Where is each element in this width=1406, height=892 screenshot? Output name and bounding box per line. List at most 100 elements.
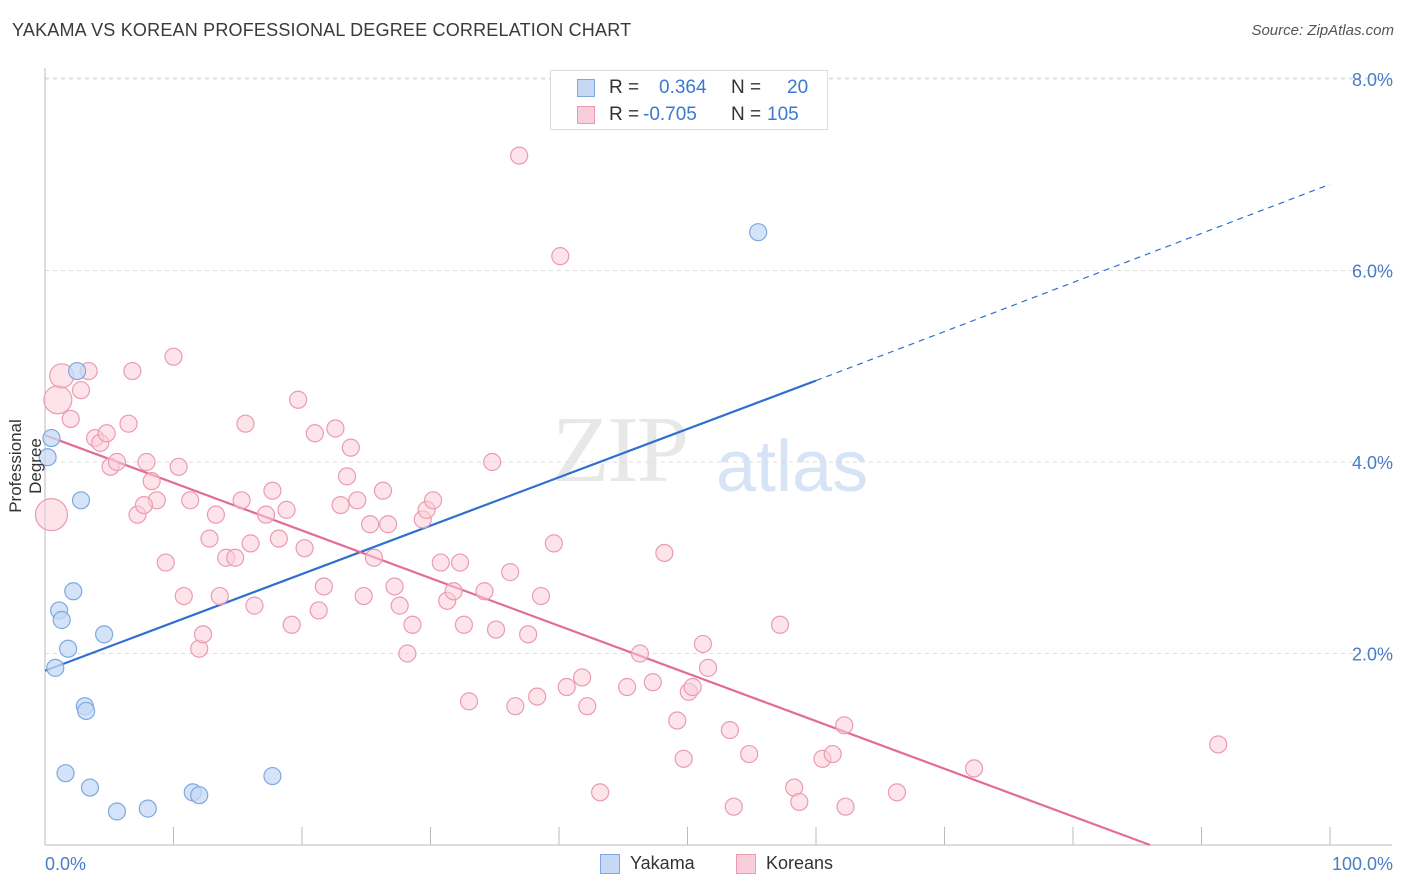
korean-point — [295, 539, 314, 558]
y-tick-label: 2.0% — [1352, 645, 1393, 665]
korean-point — [655, 543, 674, 563]
korean-point — [378, 515, 398, 534]
axes — [44, 68, 1392, 846]
n-label: N = — [731, 77, 762, 98]
r-label: R = — [609, 77, 640, 98]
r-value: 0.364 — [659, 77, 707, 98]
korean-point — [34, 498, 69, 532]
korean-point — [403, 615, 422, 634]
stats-legend: R = 0.364 N = 20 R = -0.705 N = 105 — [550, 70, 828, 130]
koreans-swatch — [577, 106, 595, 124]
korean-point — [263, 481, 282, 500]
yakama-point — [46, 658, 65, 677]
korean-point — [232, 491, 251, 510]
korean-point — [107, 452, 127, 472]
korean-point — [506, 697, 525, 716]
r-label: R = — [609, 104, 640, 125]
yakama-point — [42, 428, 61, 448]
yakama-point — [77, 701, 96, 721]
korean-point — [790, 792, 809, 812]
yakama-point — [107, 802, 127, 821]
korean-point — [486, 620, 506, 639]
korean-point — [200, 529, 219, 548]
korean-point — [519, 625, 538, 644]
korean-point — [226, 548, 245, 567]
korean-point — [578, 697, 597, 716]
r-value: -0.705 — [643, 104, 697, 125]
korean-point — [1209, 735, 1228, 754]
korean-point — [823, 744, 842, 764]
korean-point — [361, 515, 380, 534]
data-points — [34, 146, 1228, 821]
yakama-trend-extension — [815, 183, 1331, 382]
korean-point — [245, 596, 264, 615]
korean-point — [454, 615, 474, 634]
y-tick-label: 6.0% — [1352, 262, 1393, 282]
yakama-legend-swatch — [600, 854, 620, 874]
korean-point — [501, 563, 520, 582]
korean-point — [450, 553, 470, 572]
yakama-point — [38, 448, 57, 467]
korean-point — [373, 481, 393, 500]
y-tick-label: 4.0% — [1352, 453, 1393, 473]
korean-point — [551, 247, 570, 266]
korean-point — [544, 534, 563, 553]
source-label: Source: ZipAtlas.com — [1251, 22, 1394, 39]
korean-point — [305, 424, 324, 443]
yakama-point — [68, 361, 87, 381]
korean-point — [348, 491, 367, 510]
korean-point — [309, 601, 328, 620]
korean-trend-line — [44, 434, 1151, 847]
korean-point — [459, 692, 479, 711]
yakama-trend-line — [44, 379, 817, 672]
y-tick-label: 8.0% — [1352, 70, 1393, 90]
chart-title: YAKAMA VS KOREAN PROFESSIONAL DEGREE COR… — [12, 20, 632, 40]
korean-point — [390, 596, 409, 615]
yakama-point — [64, 582, 83, 601]
korean-point — [964, 759, 984, 778]
yakama-point — [263, 766, 282, 786]
yakama-point — [80, 778, 100, 797]
yakama-point — [71, 491, 91, 510]
series-legend: Yakama Koreans — [0, 852, 1406, 876]
korean-point — [289, 390, 308, 409]
korean-point — [256, 505, 276, 524]
korean-point — [531, 586, 551, 606]
korean-point — [97, 424, 116, 443]
y-axis-label: Professional Degree — [6, 419, 45, 513]
stats-row-koreans: R = -0.705 N = 105 — [551, 102, 827, 128]
tick-labels: 2.0% 4.0% 6.0% 8.0% 0.0% 100.0% — [45, 70, 1393, 874]
korean-point — [169, 457, 188, 476]
korean-point — [119, 414, 138, 433]
korean-point — [164, 347, 183, 366]
n-value: 20 — [787, 77, 809, 98]
korean-point — [314, 577, 333, 596]
korean-point — [137, 452, 156, 472]
korean-point — [43, 385, 73, 415]
korean-point — [385, 577, 404, 596]
korean-point — [142, 472, 161, 491]
korean-point — [193, 625, 213, 644]
x-tick-label: 0.0% — [45, 854, 86, 874]
yakama-point — [749, 223, 768, 242]
korean-point — [326, 419, 345, 438]
korean-point — [174, 586, 193, 606]
korean-point — [337, 467, 357, 486]
korean-point — [557, 677, 576, 697]
korean-point — [528, 687, 547, 706]
stats-row-yakama: R = 0.364 N = 20 — [551, 75, 827, 101]
korean-point — [181, 491, 200, 510]
korean-point — [683, 677, 702, 697]
korean-point — [236, 414, 255, 433]
korean-point — [241, 534, 260, 553]
yakama-swatch — [577, 79, 595, 97]
korean-point — [836, 797, 855, 816]
korean-point — [740, 744, 759, 764]
korean-point — [398, 644, 417, 663]
trend-lines — [44, 183, 1331, 847]
korean-point — [123, 361, 142, 381]
watermark-zip: ZIP — [552, 398, 689, 502]
korean-point — [423, 491, 443, 510]
korean-point — [134, 495, 154, 515]
korean-point — [364, 548, 384, 567]
